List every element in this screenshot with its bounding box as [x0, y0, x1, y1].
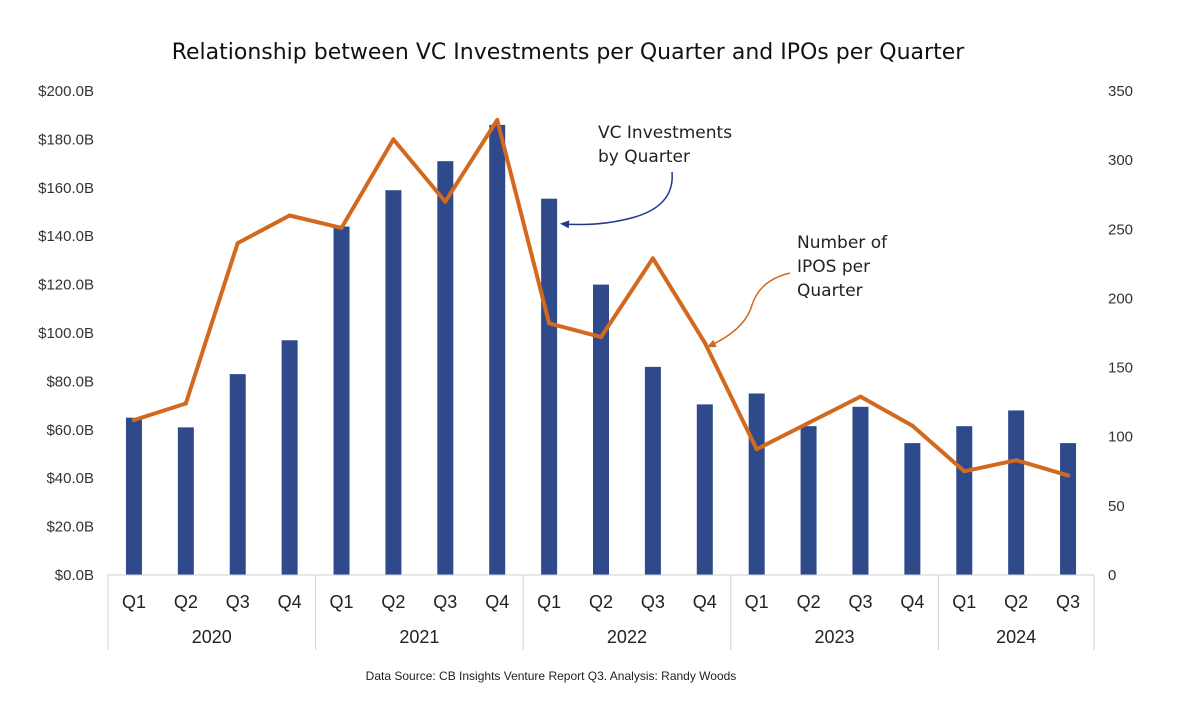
category-label: Q3	[641, 592, 665, 612]
right-tick-label: 100	[1108, 429, 1133, 446]
right-axis: 0 50 100 150 200 250 300 350	[1108, 83, 1133, 584]
bar	[852, 406, 869, 575]
left-tick-label: $140.0B	[38, 228, 94, 245]
line-point	[599, 335, 603, 340]
line-point	[183, 401, 188, 406]
bar	[541, 198, 558, 575]
annotation-ipo-text: Number of	[797, 233, 888, 253]
left-tick-label: $100.0B	[38, 325, 94, 342]
bar	[748, 393, 765, 575]
right-tick-label: 300	[1108, 152, 1133, 169]
category-label: Q2	[174, 592, 198, 612]
bar	[904, 443, 921, 575]
chart-title: Relationship between VC Investments per …	[172, 40, 966, 65]
right-tick-label: 350	[1108, 83, 1133, 100]
bar	[281, 340, 298, 575]
year-label: 2022	[607, 627, 647, 647]
year-label: 2021	[399, 627, 439, 647]
line-point	[1014, 458, 1019, 463]
line-point	[339, 225, 344, 230]
category-label: Q1	[952, 592, 976, 612]
annotation-ipo-arrow	[706, 272, 791, 348]
annotation-vc-arrow	[560, 171, 673, 229]
annotation-ipo-text: Quarter	[797, 281, 863, 301]
line-series	[131, 118, 1071, 478]
line-point	[1066, 473, 1071, 478]
line-point	[806, 420, 811, 425]
category-label: Q2	[381, 592, 405, 612]
left-tick-label: $200.0B	[38, 83, 94, 100]
line-point	[235, 241, 240, 246]
bar	[593, 284, 609, 575]
left-tick-label: $120.0B	[38, 277, 94, 294]
category-label: Q4	[485, 592, 509, 612]
category-label: Q1	[122, 592, 146, 612]
category-label: Q4	[693, 592, 717, 612]
line-point	[702, 340, 707, 345]
year-label: 2023	[815, 627, 855, 647]
line-point	[131, 418, 136, 423]
right-tick-label: 50	[1108, 498, 1125, 515]
annotation-vc-text: by Quarter	[598, 147, 690, 167]
left-tick-label: $80.0B	[46, 373, 94, 390]
annotation-vc-text: VC Investments	[598, 123, 732, 143]
line-point	[910, 423, 915, 428]
year-label: 2024	[996, 627, 1036, 647]
bar	[956, 426, 973, 575]
category-label: Q3	[1056, 592, 1080, 612]
bar	[125, 417, 142, 575]
line-point	[443, 199, 448, 204]
category-label: Q1	[745, 592, 769, 612]
line-point	[650, 256, 655, 261]
bar	[437, 161, 454, 575]
bar	[1008, 410, 1025, 575]
right-tick-label: 150	[1108, 360, 1133, 377]
bar	[1060, 443, 1077, 575]
category-label: Q3	[848, 592, 872, 612]
category-label: Q1	[537, 592, 561, 612]
bar-series	[125, 124, 1077, 575]
category-label: Q2	[1004, 592, 1028, 612]
line-point	[754, 447, 759, 452]
category-label: Q2	[797, 592, 821, 612]
category-label: Q2	[589, 592, 613, 612]
line-point	[547, 321, 552, 326]
source-note: Data Source: CB Insights Venture Report …	[366, 669, 737, 683]
line-point	[495, 118, 500, 123]
bar	[644, 366, 661, 575]
right-tick-label: 0	[1108, 567, 1116, 584]
annotation-ipo-text: IPOS per	[797, 257, 870, 277]
annotations: VC Investments by Quarter Number of IPOS pe…	[560, 123, 888, 348]
line-point	[391, 137, 396, 142]
line-point	[858, 394, 863, 399]
category-label: Q3	[433, 592, 457, 612]
category-label: Q1	[330, 592, 354, 612]
year-label: 2020	[192, 627, 232, 647]
left-axis: $0.0B $20.0B $40.0B $60.0B $80.0B $100.0B $120…	[38, 83, 94, 584]
line-point	[287, 213, 292, 218]
left-tick-label: $20.0B	[46, 519, 94, 536]
bar	[489, 124, 506, 575]
bar	[229, 374, 246, 575]
category-label: Q4	[278, 592, 302, 612]
left-tick-label: $60.0B	[46, 422, 94, 439]
left-tick-label: $0.0B	[55, 567, 94, 584]
bar	[696, 404, 713, 575]
bar	[177, 427, 194, 575]
left-tick-label: $180.0B	[38, 131, 94, 148]
bar	[385, 190, 402, 575]
bar	[800, 426, 817, 575]
category-label: Q3	[226, 592, 250, 612]
right-tick-label: 200	[1108, 290, 1133, 307]
x-axis: Q1 Q2 Q3 Q4 Q1 Q2 Q3 Q4 Q1 Q2 Q3 Q4 Q1 Q2 Q3 Q4 Q1 Q2 Q3 20…	[107, 574, 1095, 650]
line-point	[962, 469, 967, 474]
right-tick-label: 250	[1108, 221, 1133, 238]
left-tick-label: $40.0B	[46, 470, 94, 487]
left-tick-label: $160.0B	[38, 180, 94, 197]
category-label: Q4	[900, 592, 924, 612]
bar	[333, 226, 350, 575]
